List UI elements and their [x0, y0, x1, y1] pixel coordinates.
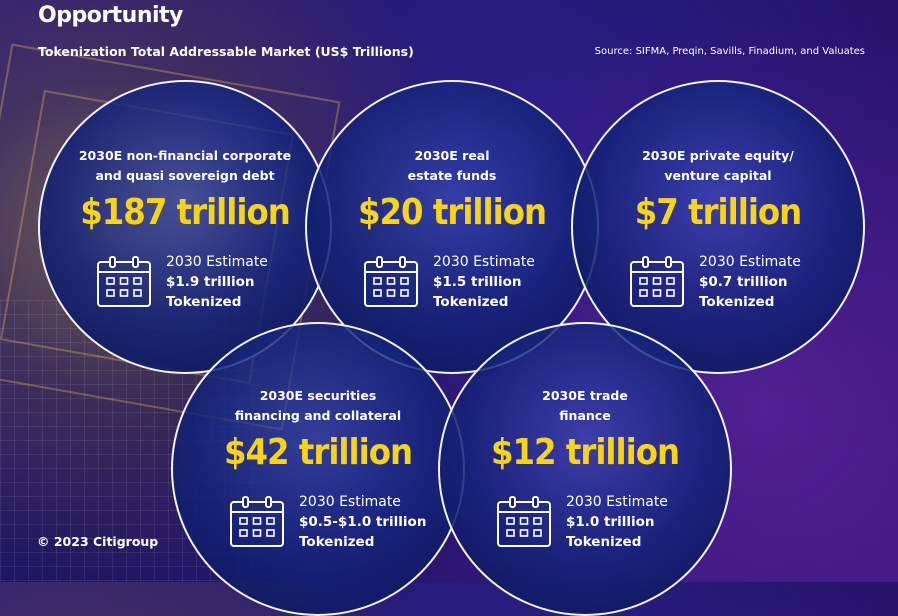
market-value: $187 trillion	[80, 192, 291, 233]
market-value: $20 trillion	[357, 192, 547, 233]
market-label: 2030E non-financial corporate and quasi …	[40, 146, 330, 186]
copyright-notice: © 2023 Citigroup	[37, 534, 159, 549]
estimate-status: Tokenized	[166, 294, 242, 310]
calendar-icon	[496, 496, 552, 547]
market-circle-corporate-debt: 2030E non-financial corporate and quasi …	[38, 80, 332, 374]
market-value: $7 trillion	[634, 192, 803, 233]
estimate-label: 2030 Estimate	[299, 494, 401, 510]
estimate-label: 2030 Estimate	[566, 494, 668, 510]
market-label-line: 2030E real	[414, 148, 490, 163]
calendar-icon	[229, 496, 285, 547]
estimate-block: 2030 Estimate $0.7 trillion Tokenized	[629, 252, 801, 312]
estimate-status: Tokenized	[566, 534, 642, 550]
estimate-label: 2030 Estimate	[699, 254, 801, 270]
market-label: 2030E trade finance	[440, 386, 730, 426]
estimate-value: $1.5 trillion	[433, 274, 522, 290]
estimate-status: Tokenized	[433, 294, 509, 310]
estimate-block: 2030 Estimate $1.5 trillion Tokenized	[363, 252, 535, 312]
market-label-line: estate funds	[407, 168, 497, 183]
market-circle-trade-finance: 2030E trade finance $12 trillion 2030 Es…	[438, 322, 732, 616]
market-label-line: 2030E non-financial corporate	[78, 148, 292, 163]
estimate-block: 2030 Estimate $0.5-$1.0 trillion Tokeniz…	[229, 492, 426, 552]
source-note: Source: SIFMA, Preqin, Savills, Finadium…	[594, 46, 865, 57]
page-title: Opportunity	[38, 3, 183, 28]
market-label-line: finance	[559, 408, 611, 423]
page-subtitle: Tokenization Total Addressable Market (U…	[38, 44, 414, 59]
market-value: $12 trillion	[490, 432, 680, 473]
market-circle-securities-financing: 2030E securities financing and collatera…	[171, 322, 465, 616]
calendar-icon	[96, 256, 152, 307]
market-label: 2030E real estate funds	[307, 146, 597, 186]
market-value: $42 trillion	[223, 432, 413, 473]
market-label-line: 2030E trade	[542, 388, 628, 403]
estimate-block: 2030 Estimate $1.9 trillion Tokenized	[96, 252, 268, 312]
estimate-value: $0.5-$1.0 trillion	[299, 514, 427, 530]
market-label-line: and quasi sovereign debt	[95, 168, 275, 183]
calendar-icon	[363, 256, 419, 307]
calendar-icon	[629, 256, 685, 307]
market-label-line: venture capital	[664, 168, 772, 183]
estimate-label: 2030 Estimate	[166, 254, 268, 270]
estimate-status: Tokenized	[699, 294, 775, 310]
estimate-block: 2030 Estimate $1.0 trillion Tokenized	[496, 492, 668, 552]
market-label-line: financing and collateral	[234, 408, 402, 423]
market-label: 2030E private equity/ venture capital	[573, 146, 863, 186]
market-label: 2030E securities financing and collatera…	[173, 386, 463, 426]
estimate-value: $0.7 trillion	[699, 274, 788, 290]
estimate-label: 2030 Estimate	[433, 254, 535, 270]
estimate-value: $1.9 trillion	[166, 274, 255, 290]
estimate-status: Tokenized	[299, 534, 375, 550]
estimate-value: $1.0 trillion	[566, 514, 655, 530]
market-circle-private-equity: 2030E private equity/ venture capital $7…	[571, 80, 865, 374]
market-label-line: 2030E securities	[259, 388, 377, 403]
market-label-line: 2030E private equity/	[642, 148, 794, 163]
